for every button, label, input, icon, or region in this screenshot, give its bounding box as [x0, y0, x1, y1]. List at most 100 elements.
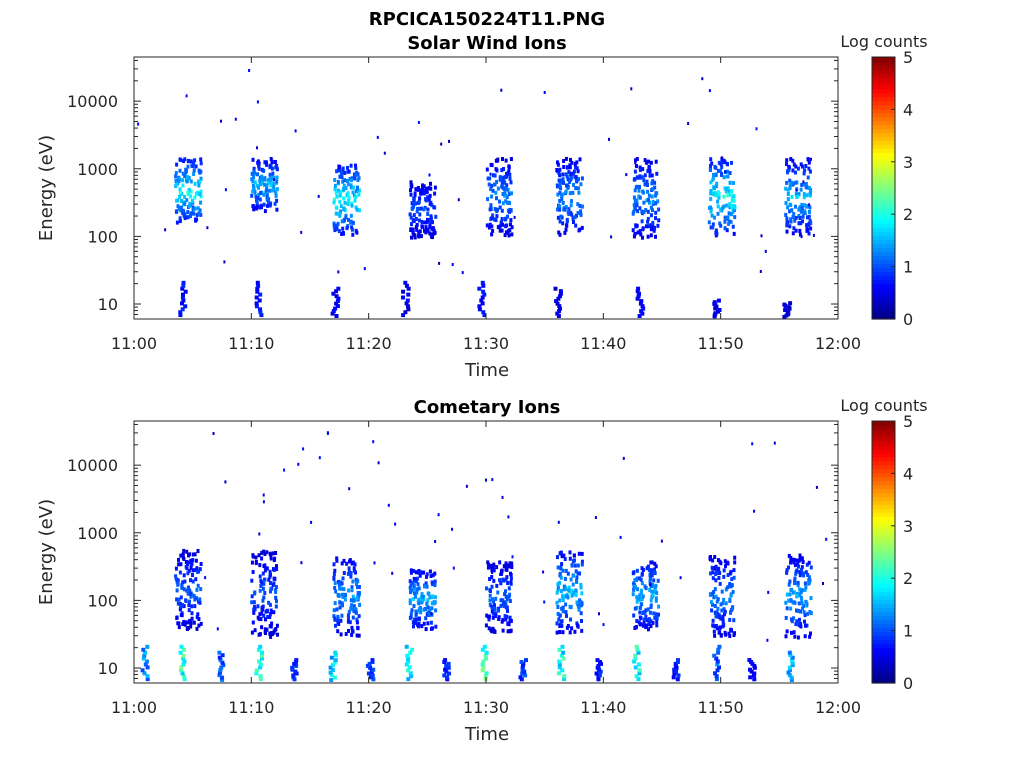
data-cell [804, 600, 808, 605]
noise-cell [437, 513, 440, 517]
colorbar-segment [872, 207, 895, 213]
data-cell [555, 311, 560, 316]
colorbar-segment [872, 555, 895, 561]
data-cell [718, 625, 722, 630]
data-cell [671, 675, 676, 680]
data-cell [178, 194, 182, 199]
data-cell [252, 610, 256, 615]
data-cell [180, 671, 185, 676]
colorbar-segment [872, 575, 895, 581]
data-cell [561, 609, 565, 614]
data-cell [558, 207, 562, 212]
data-cell [715, 610, 719, 615]
data-cell [197, 211, 201, 216]
data-cell [557, 617, 561, 622]
data-cell [632, 587, 636, 592]
data-cell [199, 587, 203, 592]
data-cell [261, 176, 265, 181]
data-cell [635, 296, 640, 301]
data-cell [269, 183, 273, 188]
data-cell [334, 205, 338, 210]
data-cell [181, 292, 185, 297]
data-cell [425, 574, 428, 579]
data-cell [802, 195, 806, 200]
data-cell [145, 644, 150, 649]
data-cell [267, 199, 270, 204]
data-cell [187, 560, 191, 565]
y-tick-label: 10000 [67, 456, 118, 475]
data-cell [716, 298, 721, 303]
data-cell [333, 616, 337, 621]
data-cell [566, 210, 570, 215]
colorbar-segment [872, 595, 895, 601]
data-cell [806, 611, 810, 616]
data-cell [794, 228, 798, 233]
data-cell [639, 605, 642, 610]
data-cell [712, 173, 715, 177]
data-cell [189, 594, 193, 599]
data-cell [352, 604, 356, 609]
data-cell [509, 618, 513, 623]
data-cell [562, 677, 567, 682]
data-cell [633, 188, 637, 193]
data-cell [782, 302, 787, 307]
data-cell [406, 307, 411, 312]
data-cell [406, 656, 411, 661]
data-cell [796, 621, 800, 626]
noise-cell [363, 267, 366, 271]
data-cell [642, 617, 646, 622]
data-cell [808, 610, 812, 614]
data-cell [785, 223, 789, 228]
data-cell [648, 617, 651, 622]
data-cell [184, 167, 188, 172]
data-cell [711, 623, 715, 628]
colorbar-segment [872, 307, 895, 312]
data-cell [558, 306, 562, 311]
noise-cell [724, 170, 727, 174]
data-cell [719, 602, 723, 607]
data-cell [414, 187, 418, 192]
data-cell [576, 604, 580, 609]
data-cell [254, 560, 258, 564]
data-cell [790, 619, 794, 624]
data-cell [141, 656, 146, 661]
data-cell [432, 228, 436, 233]
data-cell [490, 629, 494, 634]
data-cell [446, 661, 451, 666]
data-cell [486, 560, 490, 565]
noise-cell [822, 582, 824, 585]
data-cell [571, 590, 575, 595]
data-cell [335, 227, 339, 232]
data-cell [347, 629, 350, 633]
data-cell [190, 211, 194, 216]
data-cell [795, 608, 798, 613]
data-cell [343, 170, 347, 175]
data-cell [484, 623, 488, 628]
data-cell [332, 562, 336, 567]
data-cell [792, 630, 796, 635]
data-cell [180, 199, 184, 203]
data-cell [176, 581, 180, 586]
data-cell [426, 621, 430, 626]
data-cell [655, 619, 659, 624]
data-cell [446, 665, 451, 670]
x-tick-label: 11:20 [346, 698, 392, 717]
data-cell [355, 620, 359, 625]
data-cell [198, 567, 202, 572]
data-cell [181, 580, 185, 585]
data-cell [189, 565, 193, 570]
data-cell [181, 656, 186, 661]
data-cell [748, 667, 752, 672]
data-cell [218, 670, 222, 675]
data-cell [565, 594, 568, 599]
data-cell [176, 601, 180, 606]
data-cell [199, 212, 203, 217]
data-cell [632, 209, 636, 214]
data-cell [733, 560, 737, 565]
data-cell [654, 216, 657, 221]
data-cell [221, 663, 226, 668]
data-cell [186, 215, 190, 220]
x-tick-label: 11:30 [463, 698, 509, 717]
data-cell [565, 183, 569, 188]
colorbar-segment [872, 168, 895, 173]
